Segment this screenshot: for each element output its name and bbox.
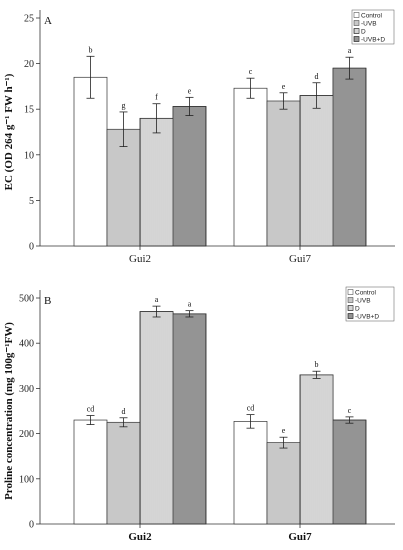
significance-letter: a xyxy=(155,295,159,304)
y-tick-label: 500 xyxy=(19,294,34,305)
y-axis-label: EC (OD 264 g⁻¹ FW h⁻¹) xyxy=(3,73,15,190)
legend-label: -UVB xyxy=(355,298,371,305)
chart-panel-b: 0 100 200 300 400 500 B Proline concentration (… xyxy=(3,286,395,543)
significance-letter: d xyxy=(315,72,319,81)
y-tick-label: 100 xyxy=(19,474,34,485)
significance-letter: c xyxy=(249,67,253,76)
bar-hatch xyxy=(139,311,174,525)
x-tick-label: Gui7 xyxy=(288,531,312,543)
x-tick-label: Gui2 xyxy=(129,253,151,265)
bar xyxy=(266,100,301,247)
significance-letter: cd xyxy=(247,404,255,413)
legend-swatch-hatch xyxy=(347,313,354,319)
significance-letter: b xyxy=(315,360,319,369)
bar xyxy=(106,421,141,525)
legend-swatch xyxy=(347,289,354,295)
bar-hatch xyxy=(332,419,367,525)
bar xyxy=(73,76,108,247)
panel-label: B xyxy=(44,295,51,307)
bar xyxy=(266,442,301,525)
chart-panel-a: 0 5 10 15 20 25 A EC (OD 264 g⁻¹ FW h⁻¹) Gui2 b g f… xyxy=(3,9,395,265)
legend-swatch-hatch xyxy=(353,28,360,34)
legend-label: D xyxy=(355,306,360,313)
legend-label: -UVB xyxy=(361,21,377,28)
significance-letter: b xyxy=(89,45,93,54)
legend-label: -UVB+D xyxy=(355,314,379,321)
legend-box xyxy=(345,286,395,322)
y-tick-label: 20 xyxy=(24,59,34,70)
y-tick-label: 200 xyxy=(19,429,34,440)
y-tick-label: 0 xyxy=(29,242,34,253)
legend-label: Control xyxy=(361,13,383,20)
significance-letter: e xyxy=(282,82,286,91)
x-tick-label: Gui2 xyxy=(128,531,152,543)
legend-swatch-hatch xyxy=(347,305,354,311)
bar xyxy=(73,419,108,525)
significance-letter: a xyxy=(188,300,192,309)
legend-swatch xyxy=(353,20,360,26)
bar-hatch xyxy=(139,117,174,247)
legend-swatch-hatch xyxy=(353,36,360,42)
bar xyxy=(106,128,141,247)
y-axis-label: Proline concentration (mg 100g⁻¹FW) xyxy=(3,322,15,500)
significance-letter: a xyxy=(348,46,352,55)
bar xyxy=(233,421,268,525)
y-tick-label: 25 xyxy=(24,14,34,25)
legend-swatch xyxy=(353,12,360,18)
legend-label: -UVB+D xyxy=(361,37,385,44)
panel-label: A xyxy=(44,15,52,27)
legend-label: Control xyxy=(355,290,377,297)
y-tick-label: 0 xyxy=(29,520,34,531)
significance-letter: g xyxy=(122,101,126,110)
bar-hatch xyxy=(299,374,334,525)
legend-swatch xyxy=(347,297,354,303)
bar-hatch xyxy=(299,95,334,247)
y-tick-label: 15 xyxy=(24,105,34,116)
significance-letter: f xyxy=(155,93,158,102)
significance-letter: cd xyxy=(87,405,95,414)
bar-hatch xyxy=(332,67,367,247)
bar xyxy=(233,87,268,247)
significance-letter: c xyxy=(348,406,352,415)
legend-label: D xyxy=(361,29,366,36)
x-tick-label: Gui7 xyxy=(289,253,312,265)
bar-hatch xyxy=(172,313,207,525)
significance-letter: e xyxy=(282,426,286,435)
significance-letter: d xyxy=(122,407,126,416)
significance-letter: e xyxy=(188,86,192,95)
bar-hatch xyxy=(172,106,207,247)
y-tick-label: 400 xyxy=(19,339,34,350)
y-tick-label: 10 xyxy=(24,150,34,161)
y-tick-label: 300 xyxy=(19,384,34,395)
y-tick-label: 5 xyxy=(29,196,34,207)
